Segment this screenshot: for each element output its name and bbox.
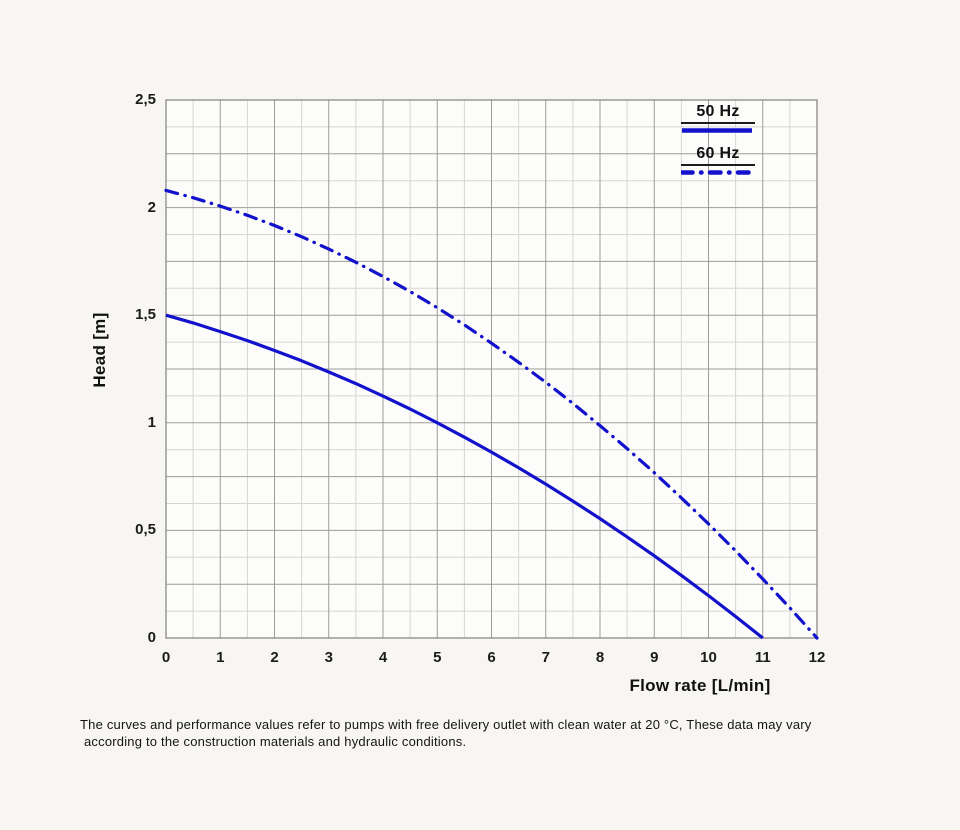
x-tick-label-6: 6 [487,649,496,666]
x-tick-label-11: 11 [754,649,771,666]
y-tick-label-2: 2 [147,198,156,216]
plot-border [165,99,818,639]
x-tick-label-7: 7 [541,649,550,666]
y-tick-label-0_5: 0,5 [135,521,156,539]
x-tick-label-8: 8 [595,649,605,666]
curve-60-hz [164,188,819,640]
x-tick-label-1: 1 [216,649,225,666]
y-tick-label-1: 1 [147,413,156,431]
x-tick-label-2: 2 [270,649,279,666]
x-tick-label-4: 4 [378,649,388,666]
x-axis-title: Flow rate [L/min] [629,676,771,695]
legend-label-50hz: 50 Hz [681,103,755,124]
x-tick-label-12: 12 [808,649,826,666]
curve-50-hz [165,313,764,640]
legend-item-60hz: 60 Hz [681,145,755,176]
x-tick-label-9: 9 [650,649,659,666]
footnote-line-2: according to the construction materials … [84,734,467,749]
footnote-line-1: The curves and performance values refer … [80,717,812,732]
y-tick-label-1_5: 1,5 [135,306,156,324]
legend-label-60hz: 60 Hz [681,145,755,166]
y-tick-label-2_5: 2,5 [135,91,156,108]
legend-line-dashdot-icon [681,170,753,175]
footnote: The curves and performance values refer … [80,716,880,750]
legend: 50 Hz 60 Hz [681,103,755,187]
x-tick-label-3: 3 [324,649,333,666]
legend-line-solid-icon [682,128,752,133]
y-tick-label-0: 0 [147,629,156,646]
x-tick-label-10: 10 [700,649,717,666]
legend-item-50hz: 50 Hz [681,103,755,134]
x-tick-label-0: 0 [161,649,171,666]
x-tick-label-5: 5 [433,649,442,666]
